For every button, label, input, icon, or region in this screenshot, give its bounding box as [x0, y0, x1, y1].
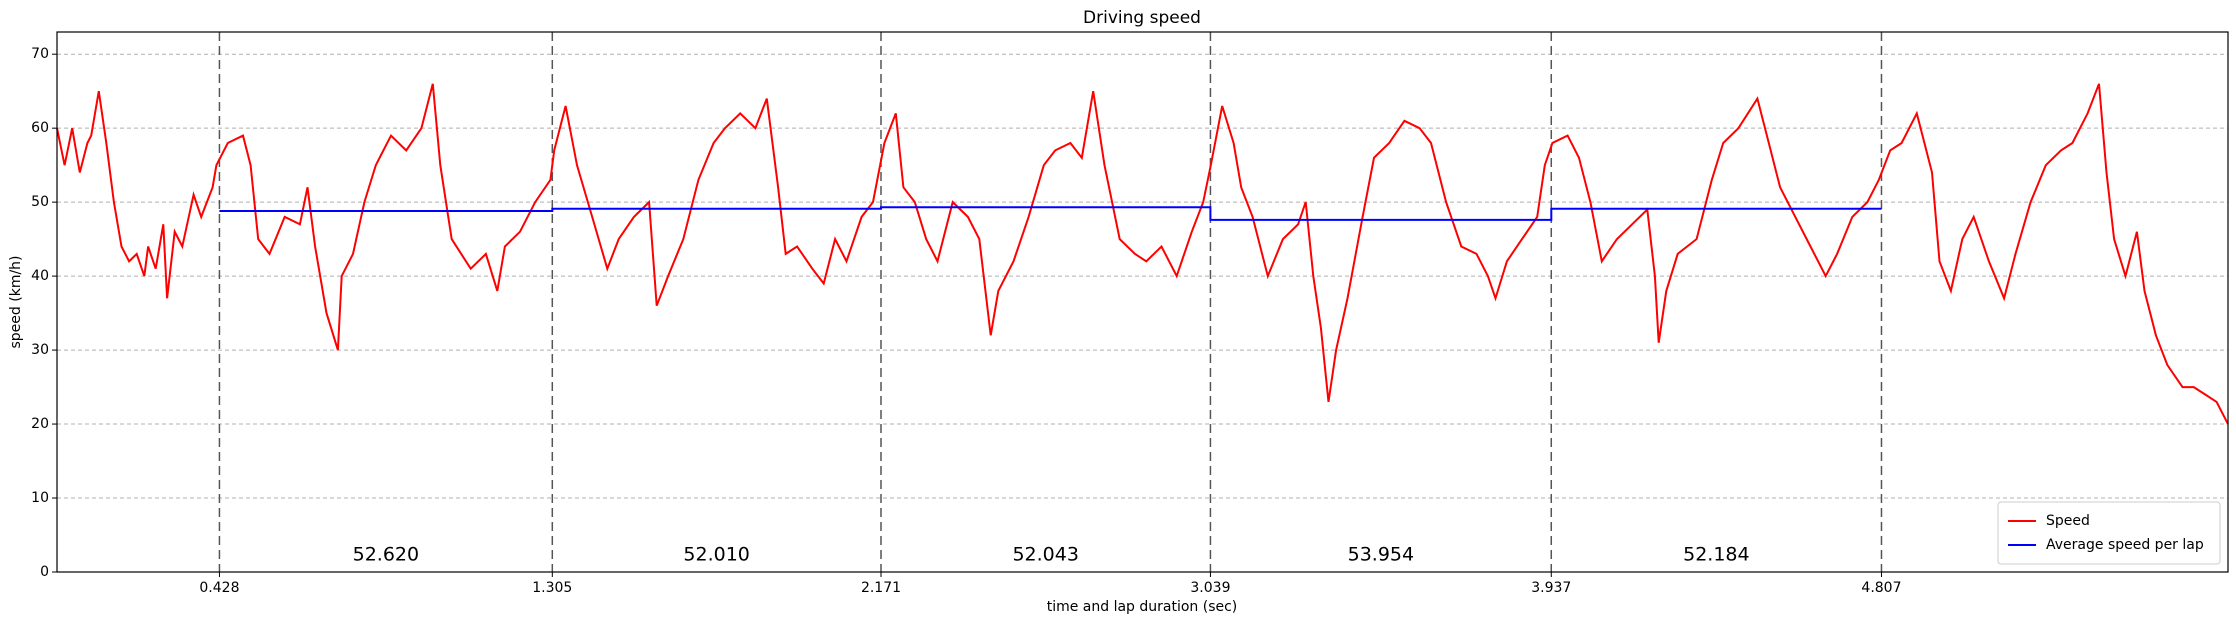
y-tick-label: 20 — [31, 416, 49, 432]
x-tick-label: 3.937 — [1531, 580, 1571, 596]
x-tick-label: 0.428 — [199, 580, 239, 596]
chart-title: Driving speed — [1083, 8, 1201, 28]
y-tick-label: 70 — [31, 46, 49, 62]
legend-label: Speed — [2046, 513, 2090, 529]
y-tick-label: 60 — [31, 120, 49, 136]
x-tick-label: 4.807 — [1861, 580, 1901, 596]
y-tick-label: 40 — [31, 268, 49, 284]
y-tick-label: 10 — [31, 490, 49, 506]
legend-label: Average speed per lap — [2046, 537, 2204, 553]
y-tick-label: 0 — [40, 564, 49, 580]
plot-frame — [56, 31, 2229, 573]
x-tick-label: 1.305 — [532, 580, 572, 596]
series-line — [219, 206, 1882, 221]
lap-time-label: 52.620 — [353, 544, 419, 566]
x-axis-label: time and lap duration (sec) — [1047, 599, 1238, 615]
y-axis-label: speed (km/h) — [8, 255, 24, 348]
lap-time-label: 52.184 — [1683, 544, 1749, 566]
lap-time-label: 52.010 — [683, 544, 749, 566]
lap-time-label: 53.954 — [1348, 544, 1414, 566]
x-tick-label: 2.171 — [861, 580, 901, 596]
lap-time-label: 52.043 — [1012, 544, 1078, 566]
x-tick-label: 3.039 — [1190, 580, 1230, 596]
y-tick-label: 30 — [31, 342, 49, 358]
series-line — [56, 83, 2229, 425]
legend-box — [1997, 501, 2221, 565]
y-tick-label: 50 — [31, 194, 49, 210]
